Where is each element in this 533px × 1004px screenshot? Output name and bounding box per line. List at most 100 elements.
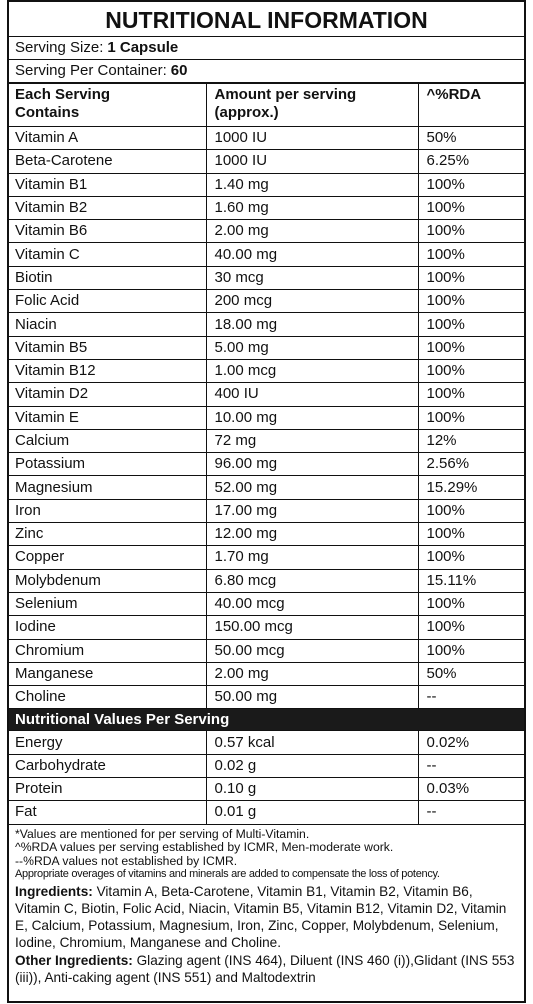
amount: 200 mcg (205, 289, 419, 314)
nutrient-row: Folic Acid 200 mcg 100% (9, 289, 524, 314)
nutrient-name: Molybdenum (9, 568, 207, 593)
note: --%RDA values not established by ICMR. (15, 853, 238, 868)
servings-per-container: Serving Per Container: 60 (9, 60, 524, 83)
amount: 0.10 g (205, 777, 419, 802)
amount: 2.00 mg (205, 219, 419, 244)
amount: 150.00 mcg (205, 615, 419, 640)
nutrient-name: Vitamin C (9, 242, 207, 267)
rda: 100% (417, 382, 524, 407)
nutrition-label: NUTRITIONAL INFORMATION Serving Size: 1 C… (7, 0, 526, 1003)
rda: 100% (417, 615, 524, 640)
nutrient-row: Choline 50.00 mg -- (9, 685, 524, 710)
rda: 100% (417, 522, 524, 547)
nutrient-row: Zinc 12.00 mg 100% (9, 522, 524, 547)
nutrient-row: Magnesium 52.00 mg 15.29% (9, 475, 524, 500)
serving-size-value: 1 Capsule (107, 39, 179, 56)
nutrient-name: Niacin (9, 312, 207, 337)
amount: 6.80 mcg (205, 568, 419, 593)
ingredients-label: Ingredients: (15, 883, 93, 899)
header-text: ^%RDA (426, 86, 482, 103)
serving-size: Serving Size: 1 Capsule (9, 37, 524, 60)
nutrient-name: Vitamin E (9, 405, 207, 430)
amount: 30 mcg (205, 265, 419, 291)
amount: 0.57 kcal (205, 730, 419, 755)
header-cell: ^%RDA (417, 83, 524, 127)
amount: 0.02 g (205, 753, 419, 779)
nutrient-name: Vitamin B2 (9, 195, 207, 221)
rda: 100% (417, 638, 524, 663)
nutrient-name: Zinc (9, 522, 207, 547)
rda: 100% (417, 335, 524, 360)
nutrient-name: Iodine (9, 615, 207, 640)
value-row: Protein 0.10 g 0.03% (9, 777, 524, 802)
amount: 1.70 mg (205, 545, 419, 570)
nutrient-row: Vitamin B2 1.60 mg 100% (9, 195, 524, 221)
rda: 50% (417, 661, 524, 687)
rda: 6.25% (417, 149, 524, 174)
note: Appropriate overages of vitamins and min… (15, 868, 440, 881)
amount: 40.00 mcg (205, 591, 419, 617)
nutrient-row: Vitamin A 1000 IU 50% (9, 125, 524, 151)
amount: 1.40 mg (205, 172, 419, 197)
amount: 12.00 mg (205, 522, 419, 547)
rda: 100% (417, 219, 524, 244)
servings-value: 60 (170, 62, 188, 79)
footer: *Values are mentioned for per serving of… (9, 825, 524, 986)
nutrient-name: Biotin (9, 265, 207, 291)
section-row: Nutritional Values Per Serving (9, 708, 524, 732)
nutrient-name: Choline (9, 685, 207, 710)
nutrient-name: Manganese (9, 661, 207, 687)
nutrient-row: Vitamin B1 1.40 mg 100% (9, 172, 524, 197)
rda: 100% (417, 289, 524, 314)
nutrient-name: Vitamin A (9, 125, 207, 151)
nutrient-name: Beta-Carotene (9, 149, 207, 174)
nutrient-row: Potassium 96.00 mg 2.56% (9, 452, 524, 477)
nutrient-name: Vitamin B1 (9, 172, 207, 197)
rda: 100% (417, 405, 524, 430)
other-ingredients: Other Ingredients: Glazing agent (INS 46… (15, 952, 518, 986)
nutrient-name: Copper (9, 545, 207, 570)
rda: 100% (417, 242, 524, 267)
amount: 17.00 mg (205, 498, 419, 524)
nutrient-name: Chromium (9, 638, 207, 663)
title: NUTRITIONAL INFORMATION (9, 2, 524, 37)
nutrient-row: Vitamin D2 400 IU 100% (9, 382, 524, 407)
rda: 15.29% (417, 475, 524, 500)
rda: 15.11% (417, 568, 524, 593)
rda: -- (417, 685, 524, 710)
rda: 100% (417, 545, 524, 570)
ingredients-label: Other Ingredients: (15, 952, 133, 968)
nutrient-row: Manganese 2.00 mg 50% (9, 661, 524, 687)
amount: 10.00 mg (205, 405, 419, 430)
amount: 1.00 mcg (205, 358, 419, 384)
nutrient-name: Energy (9, 730, 207, 755)
rda: 100% (417, 265, 524, 291)
nutrient-name: Vitamin B5 (9, 335, 207, 360)
amount: 1000 IU (205, 149, 419, 174)
nutrient-table: Each Serving Contains Amount per serving … (9, 83, 524, 825)
nutrient-name: Iron (9, 498, 207, 524)
rda: 0.02% (417, 730, 524, 755)
nutrient-name: Potassium (9, 452, 207, 477)
amount: 18.00 mg (205, 312, 419, 337)
section-title: Nutritional Values Per Serving (9, 708, 524, 732)
nutrient-row: Vitamin C 40.00 mg 100% (9, 242, 524, 267)
value-row: Energy 0.57 kcal 0.02% (9, 730, 524, 755)
rda: -- (417, 800, 524, 825)
rda: 2.56% (417, 452, 524, 477)
rda: 100% (417, 591, 524, 617)
amount: 50.00 mcg (205, 638, 419, 663)
rda: 100% (417, 172, 524, 197)
header-cell: Each Serving Contains (9, 83, 207, 127)
nutrient-name: Vitamin D2 (9, 382, 207, 407)
header-text: Amount per serving (approx.) (214, 86, 357, 121)
nutrient-row: Vitamin B12 1.00 mcg 100% (9, 358, 524, 384)
amount: 400 IU (205, 382, 419, 407)
rda: 50% (417, 125, 524, 151)
nutrient-row: Niacin 18.00 mg 100% (9, 312, 524, 337)
nutrient-name: Fat (9, 800, 207, 825)
value-row: Carbohydrate 0.02 g -- (9, 753, 524, 779)
rda: 100% (417, 358, 524, 384)
note: *Values are mentioned for per serving of… (15, 826, 310, 841)
